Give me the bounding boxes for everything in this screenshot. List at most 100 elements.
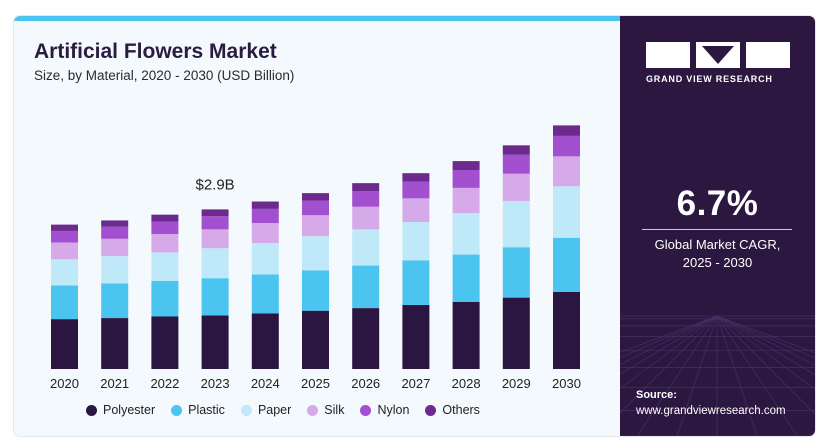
chart-card: Artificial Flowers Market Size, by Mater… <box>14 16 815 436</box>
bar-segment-plastic-2030 <box>553 237 580 292</box>
bar-segment-paper-2024 <box>251 243 279 275</box>
bar-segment-polyester-2028 <box>452 301 480 369</box>
legend-label-polyester: Polyester <box>103 403 156 417</box>
bar-segment-paper-2021 <box>101 256 129 284</box>
grid-floor-graphic <box>620 315 815 436</box>
bar-segment-polyester-2026 <box>352 308 380 369</box>
x-tick-label-2021: 2021 <box>100 376 129 391</box>
bar-segment-plastic-2022 <box>151 280 179 317</box>
logo-triangle-icon <box>696 42 740 68</box>
bar-segment-silk-2023 <box>201 229 229 249</box>
bar-segment-silk-2027 <box>402 198 430 222</box>
chart-subtitle: Size, by Material, 2020 - 2030 (USD Bill… <box>34 68 295 83</box>
legend-swatch-polyester <box>86 404 97 416</box>
bar-segment-others-2023 <box>201 209 229 217</box>
x-tick-label-2020: 2020 <box>50 376 79 391</box>
bar-segment-plastic-2027 <box>402 260 430 305</box>
bar-segment-paper-2030 <box>553 186 580 238</box>
bar-segment-nylon-2021 <box>101 226 129 239</box>
bar-segment-others-2027 <box>402 173 430 182</box>
x-tick-label-2028: 2028 <box>452 376 481 391</box>
cagr-label: Global Market CAGR, 2025 - 2030 <box>620 236 815 272</box>
brand-name: GRAND VIEW RESEARCH <box>646 74 773 84</box>
legend-swatch-plastic <box>171 404 183 416</box>
bar-segment-nylon-2020 <box>51 230 78 243</box>
x-tick-label-2023: 2023 <box>201 376 230 391</box>
x-tick-label-2027: 2027 <box>401 376 430 391</box>
accent-strip <box>14 16 620 21</box>
bar-segment-plastic-2020 <box>51 285 78 320</box>
bar-segment-others-2029 <box>502 145 530 155</box>
bar-segment-polyester-2020 <box>51 319 78 369</box>
bar-segment-paper-2026 <box>352 229 380 266</box>
bar-segment-nylon-2025 <box>302 200 329 216</box>
bar-segment-silk-2029 <box>502 173 530 201</box>
legend-swatch-paper <box>240 404 252 416</box>
bar-segment-silk-2024 <box>251 223 279 243</box>
bar-segment-silk-2026 <box>352 206 380 230</box>
x-tick-label-2022: 2022 <box>150 376 179 391</box>
bar-segment-polyester-2029 <box>502 297 530 369</box>
x-tick-label-2030: 2030 <box>552 376 581 391</box>
bar-segment-silk-2028 <box>452 187 480 214</box>
bar-segment-nylon-2028 <box>452 170 480 188</box>
bar-segment-nylon-2027 <box>402 181 430 199</box>
source-link[interactable]: www.grandviewresearch.com <box>636 405 786 417</box>
bar-segment-polyester-2022 <box>151 316 179 369</box>
bar-segment-polyester-2021 <box>101 318 129 369</box>
bar-segment-polyester-2025 <box>302 310 329 369</box>
bar-segment-nylon-2030 <box>553 135 580 157</box>
legend-swatch-others <box>425 404 437 416</box>
bar-segment-nylon-2022 <box>151 221 179 235</box>
legend-item-polyester: Polyester <box>86 403 155 417</box>
x-tick-label-2029: 2029 <box>502 376 531 391</box>
bar-segment-others-2026 <box>352 183 380 192</box>
stacked-bar-chart: 2020 2021 2022 2023 2024 2025 2026 2027 2028 2029… <box>50 125 581 391</box>
legend-label-others: Others <box>442 403 480 417</box>
cagr-label-line1: Global Market CAGR, <box>654 237 781 252</box>
legend-label-paper: Paper <box>257 403 292 417</box>
bar-segment-polyester-2024 <box>251 313 279 369</box>
bar-segment-silk-2022 <box>151 234 179 253</box>
legend-item-paper: Paper <box>240 403 292 417</box>
logo-icon <box>646 42 792 68</box>
data-label-2023: $2.9B <box>195 176 234 193</box>
bar-segment-others-2020 <box>51 224 78 231</box>
bar-segment-polyester-2030 <box>553 291 580 369</box>
bar-segment-others-2028 <box>452 161 480 171</box>
bar-segment-others-2030 <box>553 125 580 136</box>
bar-segment-others-2025 <box>302 193 329 201</box>
bar-segment-plastic-2029 <box>502 247 530 298</box>
bar-segment-plastic-2021 <box>101 283 129 319</box>
bar-segment-plastic-2024 <box>251 274 279 314</box>
bar-segment-nylon-2023 <box>201 216 229 230</box>
legend-swatch-nylon <box>360 404 372 416</box>
bar-segment-others-2022 <box>151 214 179 222</box>
legend-label-plastic: Plastic <box>188 403 225 417</box>
bar-segment-others-2021 <box>101 220 129 227</box>
bar-segment-paper-2025 <box>302 236 329 271</box>
legend-item-nylon: Nylon <box>360 403 409 417</box>
sidebar: GRAND VIEW RESEARCH 6.7% Global Market C… <box>620 16 815 436</box>
bar-segment-paper-2029 <box>502 201 530 248</box>
bar-segment-others-2024 <box>251 201 279 209</box>
legend-item-others: Others <box>425 403 480 417</box>
bar-segment-paper-2020 <box>51 259 78 286</box>
bar-segment-silk-2021 <box>101 238 129 257</box>
legend-swatch-silk <box>307 404 319 416</box>
bar-segment-paper-2022 <box>151 252 179 281</box>
legend-label-nylon: Nylon <box>377 403 410 417</box>
bar-segment-plastic-2023 <box>201 278 229 316</box>
bar-segment-paper-2023 <box>201 248 229 279</box>
bar-segment-plastic-2026 <box>352 265 380 309</box>
x-tick-label-2026: 2026 <box>351 376 380 391</box>
cagr-label-line2: 2025 - 2030 <box>682 255 753 270</box>
bar-segment-plastic-2025 <box>302 270 329 311</box>
x-tick-label-2025: 2025 <box>301 376 330 391</box>
bar-segment-paper-2028 <box>452 213 480 255</box>
bar-segment-silk-2020 <box>51 242 78 260</box>
bar-segment-silk-2025 <box>302 215 329 237</box>
legend-label-silk: Silk <box>324 403 345 417</box>
bar-segment-nylon-2026 <box>352 191 380 207</box>
cagr-divider <box>642 229 792 230</box>
